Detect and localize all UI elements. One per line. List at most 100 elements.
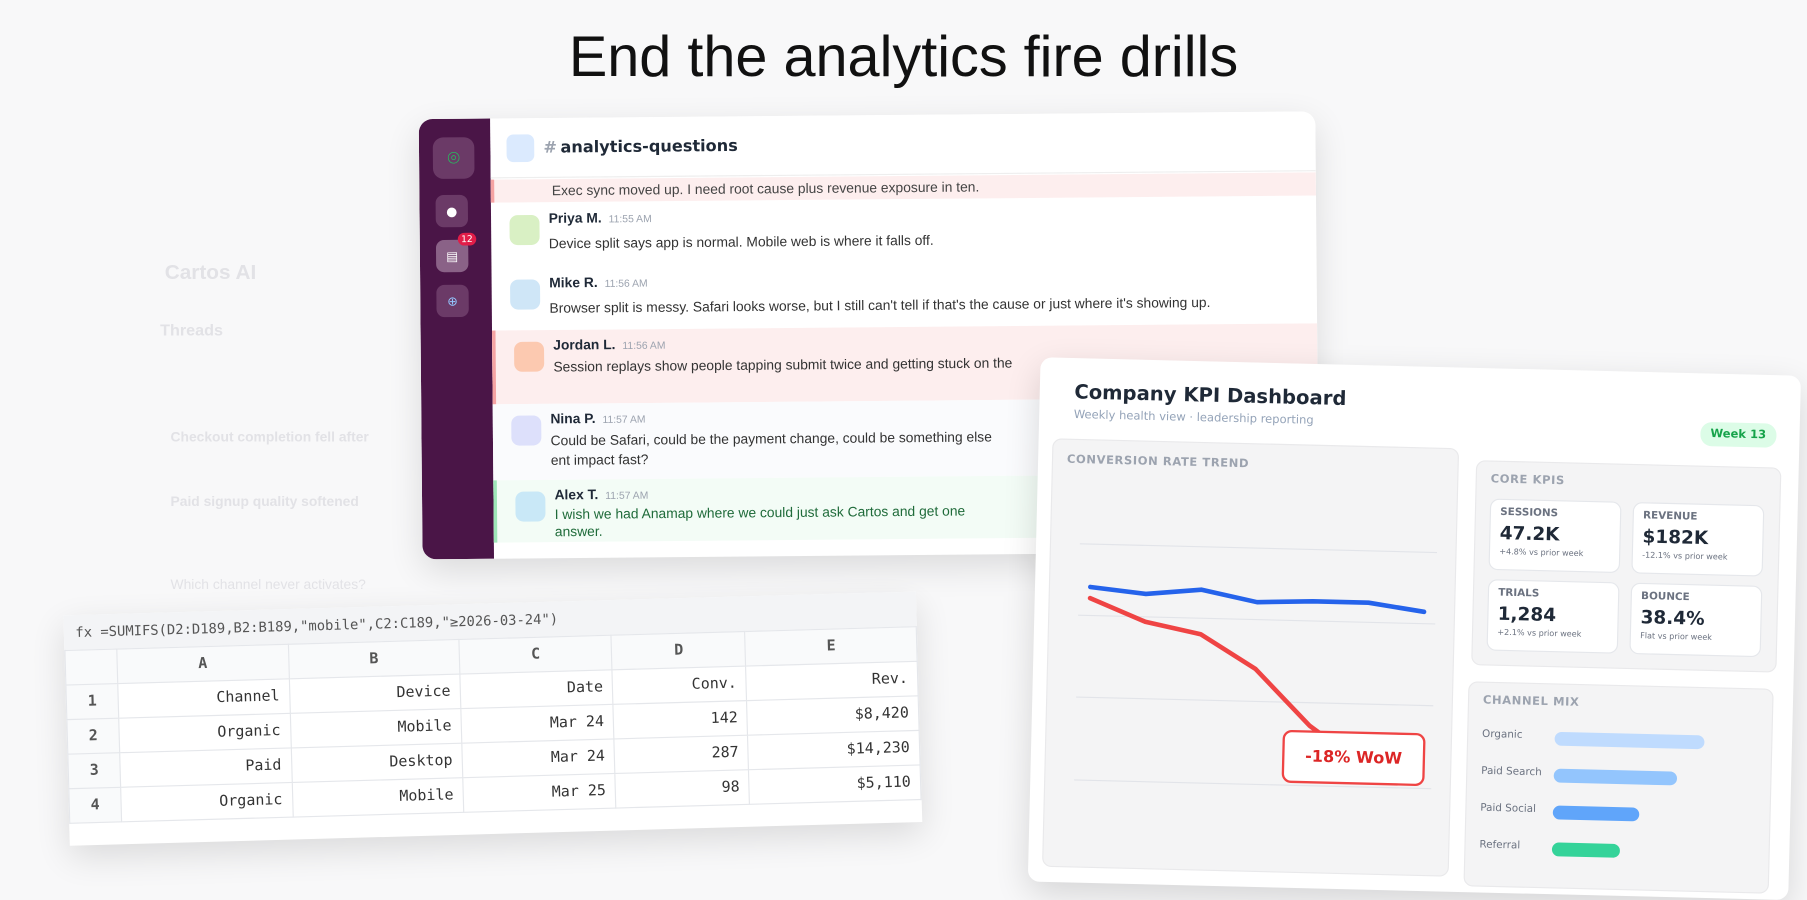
mix-label: Organic	[1481, 728, 1523, 742]
corner-cell	[64, 649, 118, 686]
cell[interactable]: Conv.	[612, 666, 748, 705]
kpi-label: TRIALS	[1498, 587, 1540, 600]
cell[interactable]: Device	[288, 674, 461, 714]
column-header[interactable]: A	[116, 644, 289, 684]
row-number[interactable]: 3	[67, 752, 121, 789]
contacts-icon[interactable]: ●	[435, 194, 469, 228]
kpi-value: 38.4%	[1640, 605, 1705, 630]
row-number[interactable]: 4	[68, 787, 122, 824]
channel-name[interactable]: analytics-questions	[560, 136, 738, 157]
spreadsheet: fx =SUMIFS(D2:D189,B2:B189,"mobile",C2:C…	[63, 591, 923, 846]
add-icon[interactable]: ⊕	[436, 284, 469, 318]
kpi-tile[interactable]: REVENUE $182K -12.1% vs prior week	[1631, 501, 1765, 577]
column-header[interactable]: B	[287, 639, 460, 679]
channel-mix-card: CHANNEL MIX Organic Paid Search Paid Socia…	[1463, 681, 1774, 894]
avatar	[509, 214, 540, 246]
channel-icon	[506, 133, 535, 162]
message-text: Session replays show people tapping subm…	[553, 354, 1013, 375]
trend-card: CONVERSION RATE TREND -18% WoW	[1041, 438, 1460, 877]
mix-caption: CHANNEL MIX	[1482, 694, 1580, 710]
author: Mike R.	[549, 274, 598, 291]
cell[interactable]: Organic	[120, 782, 293, 822]
kpi-dashboard: Company KPI Dashboard Weekly health view…	[1027, 357, 1801, 900]
cell[interactable]: $14,230	[748, 730, 921, 770]
mix-bar	[1551, 842, 1620, 858]
message: Mike R. 11:56 AM Browser split is messy. …	[491, 261, 1317, 330]
cell[interactable]: Rev.	[746, 661, 919, 701]
timestamp: 11:55 AM	[608, 212, 652, 225]
message-text: Exec sync moved up. I need root cause pl…	[551, 178, 980, 199]
kpi-label: BOUNCE	[1640, 590, 1690, 604]
avatar	[515, 491, 546, 522]
mix-label: Paid Social	[1480, 802, 1537, 816]
kpi-caption: CORE KPIS	[1490, 473, 1565, 488]
headline: End the analytics fire drills	[568, 24, 1239, 89]
message-text: Device split says app is normal. Mobile …	[548, 232, 934, 252]
kpi-value: 1,284	[1497, 602, 1557, 626]
messages-icon[interactable]: ▤ 12	[435, 232, 477, 273]
dashboard-title: Company KPI Dashboard	[1074, 381, 1347, 411]
kpi-delta: +2.1% vs prior week	[1497, 627, 1582, 640]
cell[interactable]: Mar 24	[460, 704, 615, 744]
unread-badge: 12	[457, 232, 477, 246]
bg-question: Which channel never activates?	[170, 576, 366, 593]
mix-label: Paid Search	[1481, 765, 1542, 779]
message-text: Could be Safari, could be the payment ch…	[550, 428, 992, 469]
cell[interactable]: Channel	[117, 678, 290, 719]
bg-thread-item: Paid signup quality softened	[170, 493, 359, 510]
kpi-delta: Flat vs prior week	[1640, 631, 1713, 643]
map-pin-icon[interactable]: ⌾	[432, 137, 475, 179]
kpi-tile[interactable]: BOUNCE 38.4% Flat vs prior week	[1629, 582, 1763, 658]
wow-callout: -18% WoW	[1281, 729, 1426, 787]
cell[interactable]: Paid	[119, 747, 292, 788]
bg-thread-item: Checkout completion fell after	[170, 428, 369, 445]
cell[interactable]: 142	[613, 700, 749, 739]
kpi-tile[interactable]: SESSIONS 47.2K +4.8% vs prior week	[1488, 498, 1622, 574]
trend-caption: CONVERSION RATE TREND	[1066, 453, 1250, 471]
avatar	[511, 415, 542, 446]
series-line-blue	[1088, 584, 1427, 615]
bg-app-name: Cartos AI	[164, 260, 257, 284]
author: Alex T.	[554, 486, 599, 503]
author: Priya M.	[548, 209, 602, 227]
cell[interactable]: Mar 24	[461, 738, 616, 778]
cell[interactable]: $8,420	[747, 695, 920, 736]
kpi-delta: +4.8% vs prior week	[1499, 547, 1584, 559]
mix-bar	[1553, 768, 1677, 786]
cell[interactable]: Desktop	[290, 743, 463, 783]
gridline	[1076, 696, 1434, 707]
mix-bar	[1552, 805, 1640, 822]
author: Nina P.	[550, 410, 596, 427]
cell[interactable]: 98	[615, 769, 750, 809]
gridline	[1079, 543, 1438, 554]
column-header[interactable]: D	[611, 631, 747, 670]
bg-threads: Threads	[160, 320, 223, 339]
cell[interactable]: 287	[614, 735, 749, 774]
row-number[interactable]: 1	[65, 683, 119, 720]
kpi-value: 47.2K	[1499, 521, 1560, 546]
kpi-delta: -12.1% vs prior week	[1642, 550, 1728, 562]
column-header[interactable]: E	[745, 626, 918, 667]
message-text: Browser split is messy. Safari looks wor…	[549, 294, 1211, 317]
cell[interactable]: Organic	[118, 713, 291, 753]
row-number[interactable]: 2	[66, 718, 120, 755]
column-header[interactable]: C	[458, 635, 613, 675]
cell[interactable]: Date	[459, 669, 614, 709]
message-text: I wish we had Anamap where we could just…	[554, 502, 966, 540]
week-badge[interactable]: Week 13	[1699, 421, 1777, 448]
dashboard-subtitle: Weekly health view · leadership reportin…	[1073, 408, 1314, 428]
mix-bar	[1554, 731, 1705, 750]
workspace-sidebar: ⌾ ● ▤ 12 ⊕	[418, 118, 495, 560]
author: Jordan L.	[553, 336, 616, 354]
cell[interactable]: Mobile	[291, 777, 464, 818]
hash: #	[543, 138, 558, 157]
kpi-label: REVENUE	[1642, 510, 1698, 524]
cell[interactable]: $5,110	[748, 764, 922, 805]
kpi-tile[interactable]: TRIALS 1,284 +2.1% vs prior week	[1486, 579, 1620, 654]
cell[interactable]: Mar 25	[462, 773, 617, 813]
avatar	[514, 341, 545, 372]
cell[interactable]: Mobile	[289, 708, 462, 748]
avatar	[510, 279, 541, 310]
core-kpis-card: CORE KPIS SESSIONS 47.2K +4.8% vs prior we…	[1471, 460, 1782, 673]
trend-chart	[1074, 543, 1438, 790]
